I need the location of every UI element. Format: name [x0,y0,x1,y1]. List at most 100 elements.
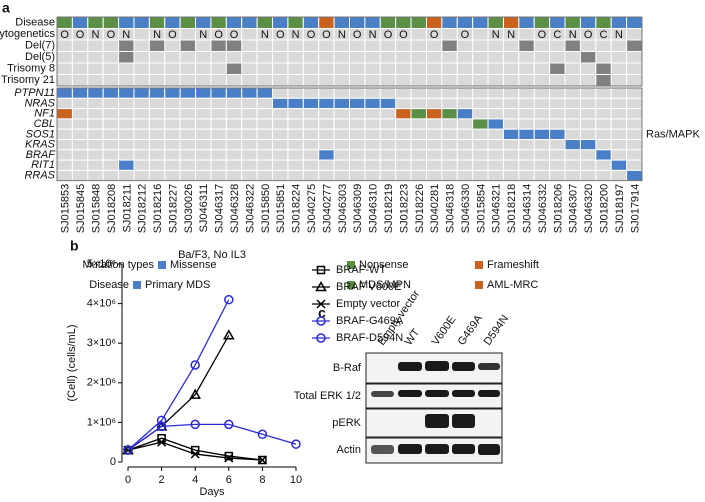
cell [502,87,520,99]
legend-swatch [158,261,166,269]
cell [487,97,504,110]
cell [118,128,135,140]
cell [533,39,551,52]
cell [87,169,104,182]
cell [425,118,443,130]
cell [472,28,489,41]
sample-label: SJ015845 [75,184,87,234]
blot-box [365,408,503,438]
cell [225,159,243,171]
disease-cell [118,16,135,29]
cell [349,118,366,130]
cell [364,118,381,130]
cell [333,74,350,87]
cell [349,39,366,52]
cell [241,62,258,75]
cell [195,149,212,161]
gene-label: NF1 [34,108,55,120]
cell [456,39,474,52]
cell [71,118,89,130]
cell [195,74,212,87]
cell [272,62,289,75]
cell [533,87,551,99]
cell [395,62,412,75]
cell [410,97,427,110]
cell [272,74,289,87]
cell [287,39,304,52]
cytogenetics-code: O [461,29,470,41]
cell [195,159,212,171]
cell [549,118,566,130]
cell [302,74,320,87]
cell [472,62,489,75]
cell [533,108,551,120]
cell [102,149,120,161]
cell [379,159,397,171]
cell [102,108,120,120]
cell [56,51,73,64]
cell [579,108,597,120]
cell [472,97,489,110]
event-cell [549,62,566,75]
cell [195,169,212,182]
cell [225,118,243,130]
cell [56,159,73,171]
mutation-cell [71,87,89,99]
cell [241,28,258,41]
cell [318,51,335,64]
cell [241,108,258,120]
cell [502,97,520,110]
cell [179,108,197,120]
cell [318,159,335,171]
cell [364,169,381,182]
sample-label: SJ015848 [90,184,102,234]
cell [502,39,520,52]
cell [533,97,551,110]
cell [472,128,489,140]
cell [148,139,166,151]
sample-label: SJ017914 [629,184,641,234]
cell [364,51,381,64]
cell [71,74,89,87]
cell [626,139,643,151]
cell [179,159,197,171]
cell [179,118,197,130]
cell [379,149,397,161]
cell [225,51,243,64]
cell [71,159,89,171]
legend-label: Primary MDS [145,279,210,291]
cell [364,159,381,171]
cell [564,118,581,130]
cell [610,74,628,87]
cell [564,62,581,75]
disease-cell [441,16,458,29]
cell [256,97,274,110]
cell [225,74,243,87]
sample-label: SJ046307 [568,184,580,234]
cell [256,118,274,130]
cell [595,139,612,151]
mutation-cell [179,87,197,99]
cell [133,62,150,75]
cell [87,118,104,130]
cell [118,97,135,110]
cell [179,139,197,151]
cell [56,118,73,130]
sample-label: SJ018227 [167,184,179,234]
legend-swatch [475,281,483,289]
cell [256,169,274,182]
cell [148,169,166,182]
mutation-cell [502,128,520,140]
marker [316,265,326,275]
cell [195,128,212,140]
disease-cell [502,16,520,29]
cytogenetics-code: O [230,29,239,41]
disease-cell [518,16,535,29]
cell [425,62,443,75]
panel-label: b [70,238,79,254]
cell [302,169,320,182]
disease-cell [272,16,289,29]
cell [518,149,535,161]
legend-label: Nonsense [359,259,409,271]
cell [56,128,73,140]
